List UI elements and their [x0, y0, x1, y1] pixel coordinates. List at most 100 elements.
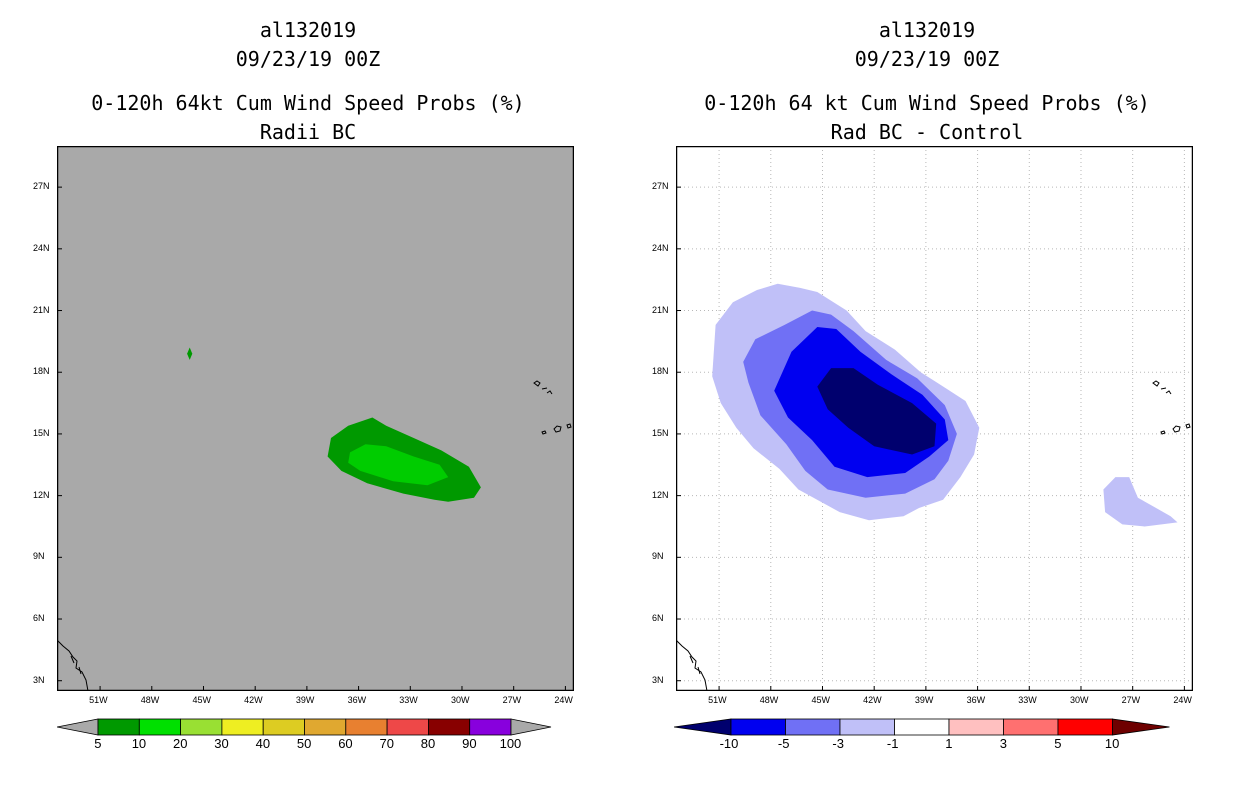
colorbar-swatch: [839, 718, 895, 736]
x-tick-label: 33W: [399, 695, 418, 705]
wind-prob-5-10-blip: [187, 347, 193, 360]
colorbar-swatch: [304, 718, 347, 736]
colorbar-swatch: [469, 718, 512, 736]
colorbar-swatch: [1057, 718, 1113, 736]
colorbar-swatch: [427, 718, 471, 736]
x-tick-label: 33W: [1018, 695, 1037, 705]
right-title-line-1: al132019: [878, 18, 976, 42]
x-tick-label: 30W: [450, 695, 470, 705]
y-tick-label: 27N: [652, 181, 669, 192]
left-colorbar: [57, 718, 552, 736]
colorbar-label: -3: [832, 736, 844, 751]
plot-background: [57, 146, 574, 691]
y-tick-label: 3N: [652, 674, 664, 685]
left-title-line-2: 09/23/19 00Z: [235, 47, 381, 71]
y-tick-label: 6N: [652, 613, 664, 624]
x-tick-label: 36W: [347, 695, 367, 705]
colorbar-label: -5: [777, 736, 790, 751]
south-america-coastline: [57, 639, 89, 691]
colorbar-label: 10: [131, 736, 147, 751]
left-title-line-4: Radii BC: [259, 120, 357, 144]
colorbar-label: 5: [94, 736, 102, 751]
x-tick-label: 27W: [502, 695, 522, 705]
colorbar-label: 1: [945, 736, 953, 751]
colorbar-swatch: [894, 718, 950, 736]
colorbar-label: 60: [338, 736, 353, 751]
x-tick-label: 48W: [759, 695, 779, 705]
x-tick-label: 36W: [966, 695, 986, 705]
colorbar-low-triangle: [57, 718, 99, 736]
colorbar-swatch: [345, 718, 388, 736]
y-tick-label: 9N: [33, 551, 45, 562]
x-tick-label: 24W: [1173, 695, 1192, 705]
right-title-line-3: 0-120h 64 kt Cum Wind Speed Probs (%): [704, 91, 1150, 115]
x-tick-label: 30W: [1069, 695, 1089, 705]
x-tick-label: 39W: [914, 695, 934, 705]
right-map-plot: [676, 146, 1193, 691]
colorbar-swatch: [785, 718, 841, 736]
colorbar-label: 70: [379, 736, 394, 751]
colorbar-label: 90: [462, 736, 477, 751]
wind-prob-10-20-core: [348, 444, 449, 486]
colorbar-high-triangle: [1112, 718, 1170, 736]
colorbar-label: 40: [255, 736, 271, 751]
right-colorbar: [674, 718, 1170, 736]
colorbar-swatch: [948, 718, 1004, 736]
y-tick-label: 12N: [33, 489, 50, 500]
y-tick-label: 21N: [33, 304, 50, 315]
plot-frame: [676, 146, 1193, 691]
colorbar-label: 100: [499, 736, 522, 751]
left-map-plot: [57, 146, 574, 691]
diff-band-core: [817, 368, 937, 455]
x-tick-label: 45W: [192, 695, 211, 705]
y-tick-label: 3N: [33, 674, 45, 685]
y-tick-label: 9N: [652, 551, 664, 562]
left-title-line-3: 0-120h 64kt Cum Wind Speed Probs (%): [91, 91, 525, 115]
x-tick-label: 42W: [863, 695, 882, 705]
south-america-coastline: [676, 639, 708, 691]
cape-verde-islands: [533, 380, 572, 435]
colorbar-label: 5: [1054, 736, 1062, 751]
x-tick-label: 24W: [554, 695, 573, 705]
colorbar-low-triangle: [674, 718, 732, 736]
colorbar-label: -10: [719, 736, 739, 751]
y-tick-label: 6N: [33, 613, 45, 624]
plot-frame: [57, 146, 574, 691]
y-tick-label: 15N: [652, 427, 669, 438]
x-tick-label: 27W: [1121, 695, 1141, 705]
right-title-line-2: 09/23/19 00Z: [854, 47, 1000, 71]
left-title-line-1: al132019: [259, 18, 357, 42]
y-tick-label: 27N: [33, 181, 50, 192]
colorbar-swatch: [1003, 718, 1059, 736]
colorbar-label: 20: [173, 736, 188, 751]
y-tick-label: 21N: [652, 304, 669, 315]
colorbar-high-triangle: [510, 718, 552, 736]
colorbar-label: 3: [999, 736, 1007, 751]
y-tick-label: 18N: [33, 366, 50, 377]
x-tick-label: 42W: [244, 695, 263, 705]
y-tick-label: 15N: [33, 427, 50, 438]
left-title: al132019 09/23/19 00Z 0-120h 64kt Cum Wi…: [8, 16, 608, 147]
colorbar-swatch: [262, 718, 305, 736]
right-title-line-4: Rad BC - Control: [830, 120, 1024, 144]
colorbar-swatch: [138, 718, 182, 736]
x-tick-label: 45W: [811, 695, 830, 705]
colorbar-swatch: [221, 718, 264, 736]
colorbar-label: 10: [1104, 736, 1120, 751]
colorbar-swatch: [730, 718, 786, 736]
colorbar-swatch: [97, 718, 140, 736]
y-tick-label: 24N: [652, 242, 669, 253]
y-tick-label: 12N: [652, 489, 669, 500]
colorbar-swatch: [386, 718, 429, 736]
y-tick-label: 18N: [652, 366, 669, 377]
diff-band-east-patch: [1103, 477, 1178, 527]
colorbar-label: 80: [420, 736, 436, 751]
y-tick-label: 24N: [33, 242, 50, 253]
x-tick-label: 48W: [140, 695, 160, 705]
x-tick-label: 39W: [295, 695, 315, 705]
colorbar-label: -1: [886, 736, 899, 751]
colorbar-label: 50: [296, 736, 312, 751]
cape-verde-islands: [1152, 380, 1191, 435]
colorbar-label: 30: [214, 736, 229, 751]
x-tick-label: 51W: [708, 695, 727, 705]
